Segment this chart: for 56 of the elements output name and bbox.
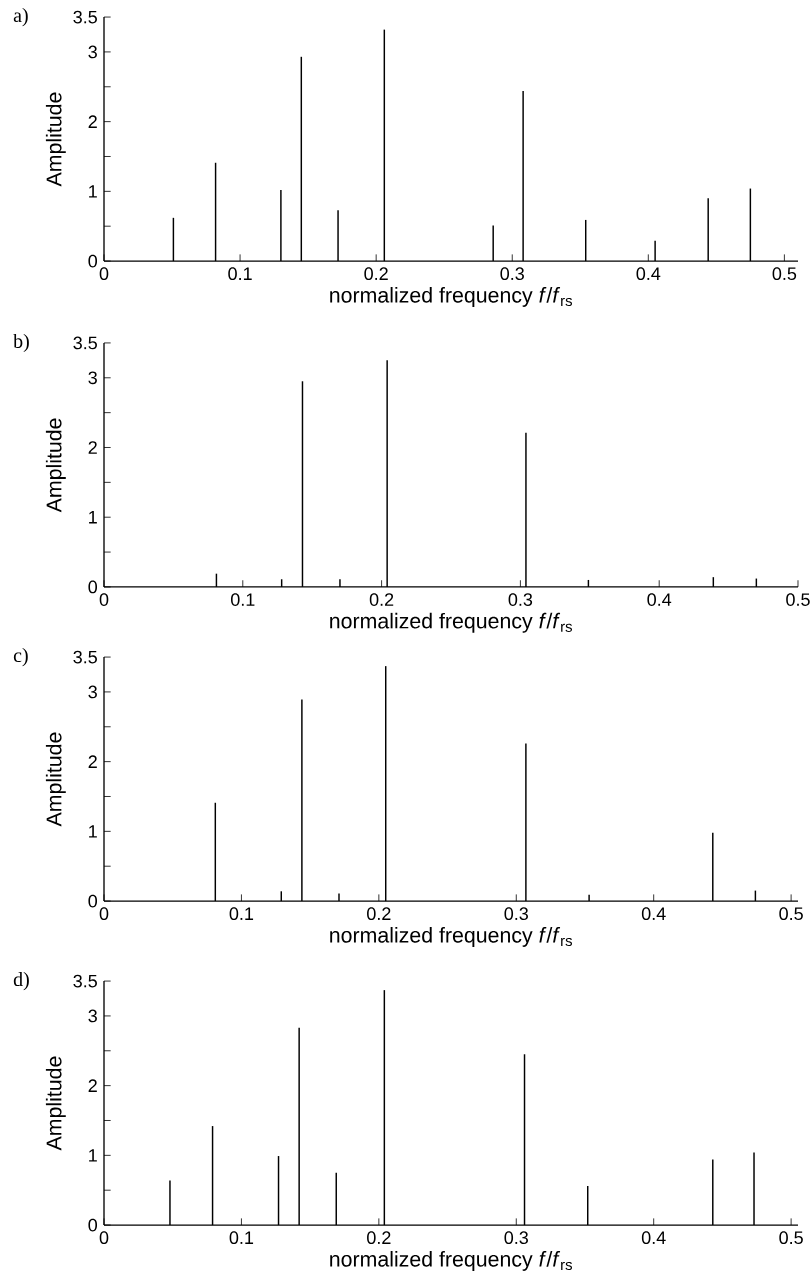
x-tick-label: 0 <box>99 907 109 921</box>
x-axis-title: normalized frequency f/f$_{rs}$ <box>330 927 573 947</box>
y-axis-title: Amplitude <box>45 418 66 513</box>
x-tick-label: 0.2 <box>367 1231 391 1245</box>
x-tick-label: 0.3 <box>504 907 528 921</box>
x-tick-label: 0.1 <box>231 593 255 606</box>
y-tick-label: 0 <box>88 254 98 268</box>
x-tick-label: 0.4 <box>647 593 672 606</box>
chart-title: c) <box>13 648 28 667</box>
chart-title: d) <box>13 972 29 991</box>
chart-title: a) <box>13 8 28 27</box>
x-tick-label: 0.5 <box>779 1231 803 1245</box>
y-tick-label: 2 <box>88 755 97 768</box>
x-tick-label: 0.4 <box>636 267 661 281</box>
x-tick-label: 0 <box>99 1231 109 1245</box>
y-tick-label: 3 <box>88 371 97 385</box>
y-tick-label: 0 <box>88 580 98 594</box>
y-tick-label: 1 <box>89 1149 97 1162</box>
x-tick-label: 0.1 <box>229 1231 254 1245</box>
chart-title: b) <box>13 333 29 353</box>
y-tick-label: 2 <box>88 441 97 454</box>
x-tick-label: 0.1 <box>228 267 252 281</box>
x-tick-label: 0.3 <box>504 1231 528 1245</box>
x-axis-title: normalized frequency f/f$_{rs}$ <box>330 1251 573 1271</box>
y-tick-label: 1 <box>89 511 97 524</box>
x-axis-title: normalized frequency f/f$_{rs}$ <box>330 287 573 307</box>
x-tick-label: 0 <box>99 267 109 281</box>
x-tick-label: 0.2 <box>367 907 391 921</box>
y-axis-title: Amplitude <box>45 1056 66 1151</box>
y-tick-label: 3 <box>88 45 97 59</box>
y-tick-label: 2 <box>88 115 97 128</box>
y-tick-label: 3.5 <box>73 10 97 24</box>
y-tick-label: 1 <box>89 825 97 838</box>
y-tick-label: 0 <box>88 1218 98 1232</box>
y-axis-title: Amplitude <box>45 92 66 187</box>
x-tick-label: 0.4 <box>641 1231 666 1245</box>
y-tick-label: 3.5 <box>73 974 97 988</box>
x-tick-label: 0.2 <box>364 267 388 281</box>
x-tick-label: 0.3 <box>500 267 524 281</box>
y-tick-label: 3.5 <box>73 336 97 350</box>
x-tick-label: 0.4 <box>641 907 666 921</box>
y-axis-title: Amplitude <box>45 732 66 827</box>
x-tick-label: 0.5 <box>786 593 810 606</box>
y-tick-label: 3 <box>88 1009 97 1023</box>
x-tick-label: 0 <box>99 593 109 606</box>
y-tick-label: 3.5 <box>73 650 97 664</box>
x-tick-label: 0.5 <box>779 907 803 921</box>
x-tick-label: 0.1 <box>229 907 254 921</box>
x-axis-title: normalized frequency f/f$_{rs}$ <box>330 612 573 633</box>
y-tick-label: 1 <box>89 185 97 198</box>
y-tick-label: 3 <box>88 685 97 699</box>
x-tick-label: 0.3 <box>508 593 533 606</box>
y-tick-label: 2 <box>88 1079 97 1092</box>
y-tick-label: 0 <box>88 894 98 908</box>
x-tick-label: 0.2 <box>369 593 394 606</box>
x-tick-label: 0.5 <box>772 267 797 281</box>
